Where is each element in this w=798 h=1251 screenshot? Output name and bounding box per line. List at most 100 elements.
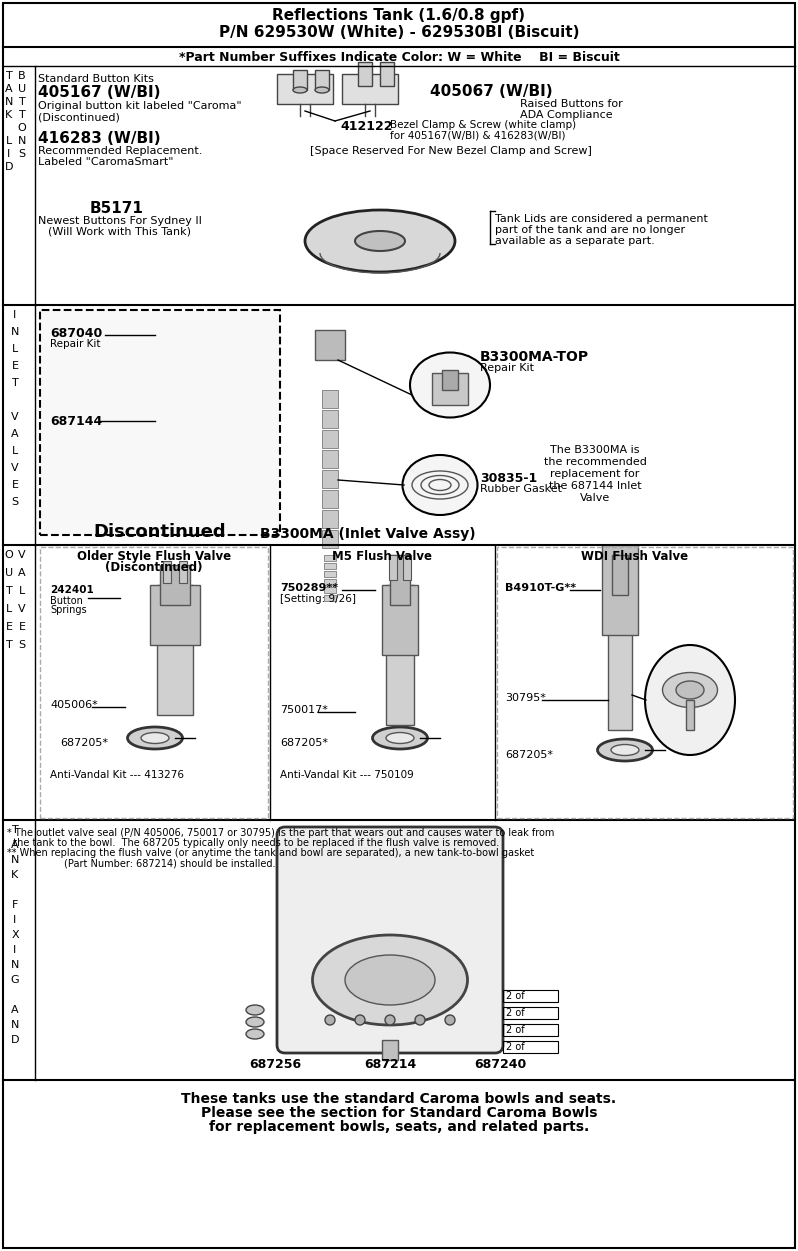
Text: N: N (11, 1020, 19, 1030)
Text: Standard Button Kits: Standard Button Kits (38, 74, 154, 84)
Bar (150, 585, 200, 646)
Text: E: E (11, 362, 18, 372)
Text: Original button kit labeled "Caroma": Original button kit labeled "Caroma" (38, 101, 242, 111)
Text: F: F (12, 899, 18, 909)
Text: replacement for: replacement for (551, 469, 640, 479)
Bar (179, 560, 187, 583)
Bar (322, 510, 338, 528)
Text: 687040: 687040 (50, 327, 102, 340)
Text: N: N (11, 854, 19, 864)
Bar (40, 547, 268, 818)
Text: N: N (11, 327, 19, 337)
Text: B5171: B5171 (90, 201, 144, 216)
Text: D: D (5, 161, 14, 171)
Text: P/N 629530W (White) - 629530BI (Biscuit): P/N 629530W (White) - 629530BI (Biscuit) (219, 25, 579, 40)
Bar (442, 370, 458, 390)
Text: Repair Kit: Repair Kit (480, 363, 534, 373)
Text: 2 of: 2 of (506, 991, 524, 1001)
Text: Recommended Replacement.: Recommended Replacement. (38, 146, 203, 156)
Text: ADA Compliance: ADA Compliance (520, 110, 613, 120)
Text: S: S (18, 149, 26, 159)
Text: T: T (18, 98, 26, 108)
Text: 750289**: 750289** (280, 583, 338, 593)
Bar (389, 555, 397, 580)
Text: A: A (11, 1005, 19, 1015)
Text: Bezel Clamp & Screw (white clamp): Bezel Clamp & Screw (white clamp) (390, 120, 576, 130)
Text: (Will Work with This Tank): (Will Work with This Tank) (48, 226, 191, 236)
Text: I: I (7, 149, 10, 159)
Bar (503, 1007, 558, 1020)
Ellipse shape (315, 88, 329, 93)
Bar (497, 547, 793, 818)
Bar (686, 701, 694, 731)
Ellipse shape (445, 1015, 455, 1025)
Bar (324, 570, 336, 577)
Text: Older Style Flush Valve: Older Style Flush Valve (77, 550, 231, 563)
Ellipse shape (385, 1015, 395, 1025)
Ellipse shape (128, 727, 183, 749)
Text: 687214: 687214 (364, 1058, 416, 1071)
Text: O: O (18, 123, 26, 133)
Text: T: T (6, 585, 13, 595)
Text: I: I (14, 914, 17, 924)
Text: N: N (11, 960, 19, 970)
Ellipse shape (402, 455, 477, 515)
Bar (322, 530, 338, 548)
Text: L: L (12, 447, 18, 457)
Text: K: K (11, 869, 18, 879)
Bar (602, 545, 638, 636)
Text: N: N (18, 136, 26, 146)
Text: V: V (11, 412, 19, 422)
Text: Discontinued: Discontinued (93, 523, 227, 540)
Text: 2 of: 2 of (506, 1042, 524, 1052)
Bar (315, 330, 345, 360)
Text: A: A (18, 568, 26, 578)
Text: (Discontinued): (Discontinued) (105, 560, 203, 574)
Bar (382, 1040, 398, 1060)
Text: S: S (11, 497, 18, 507)
Text: 405067 (W/BI): 405067 (W/BI) (430, 84, 553, 99)
Ellipse shape (415, 1015, 425, 1025)
Text: 2 of: 2 of (506, 1025, 524, 1035)
Text: L: L (19, 585, 25, 595)
Text: Anti-Vandal Kit --- 750109: Anti-Vandal Kit --- 750109 (280, 771, 413, 781)
Bar (390, 555, 410, 605)
Text: T: T (12, 378, 18, 388)
Text: T: T (6, 641, 13, 651)
Text: 405006*: 405006* (50, 701, 97, 711)
Bar (277, 74, 333, 104)
Text: 405167 (W/BI): 405167 (W/BI) (38, 85, 160, 100)
Bar (163, 560, 171, 583)
Text: I: I (14, 310, 17, 320)
Ellipse shape (293, 88, 307, 93)
Ellipse shape (313, 934, 468, 1025)
Text: * The outlet valve seal (P/N 405006, 750017 or 30795) is the part that wears out: * The outlet valve seal (P/N 405006, 750… (7, 828, 555, 838)
Text: 242401: 242401 (50, 585, 93, 595)
Text: ** When replacing the flush valve (or anytime the tank and bowl are separated), : ** When replacing the flush valve (or an… (7, 848, 534, 858)
Text: Please see the section for Standard Caroma Bowls: Please see the section for Standard Caro… (201, 1106, 597, 1120)
Text: N: N (5, 98, 14, 108)
Text: the tank to the bowl.  The 687205 typically only needs to be replaced if the flu: the tank to the bowl. The 687205 typical… (7, 838, 500, 848)
Text: 687144: 687144 (50, 415, 102, 428)
Text: K: K (6, 110, 13, 120)
Text: A: A (11, 839, 19, 849)
Bar (342, 74, 398, 104)
Text: A: A (11, 429, 19, 439)
Text: T: T (18, 110, 26, 120)
Ellipse shape (246, 1005, 264, 1015)
Bar (293, 70, 307, 90)
Text: Rubber Gasket: Rubber Gasket (480, 484, 562, 494)
Ellipse shape (386, 733, 414, 743)
Text: Button: Button (50, 595, 83, 605)
Text: 687205*: 687205* (280, 738, 328, 748)
Bar (322, 470, 338, 488)
Bar (190, 320, 210, 365)
Text: Repair Kit: Repair Kit (50, 339, 101, 349)
Text: T: T (12, 824, 18, 834)
Text: part of the tank and are no longer: part of the tank and are no longer (495, 225, 685, 235)
Ellipse shape (168, 498, 203, 513)
Text: [Setting: 9/26]: [Setting: 9/26] (280, 594, 356, 604)
Text: 687240: 687240 (474, 1058, 526, 1071)
Text: B3300MA-TOP: B3300MA-TOP (480, 350, 589, 364)
Bar (608, 580, 632, 731)
